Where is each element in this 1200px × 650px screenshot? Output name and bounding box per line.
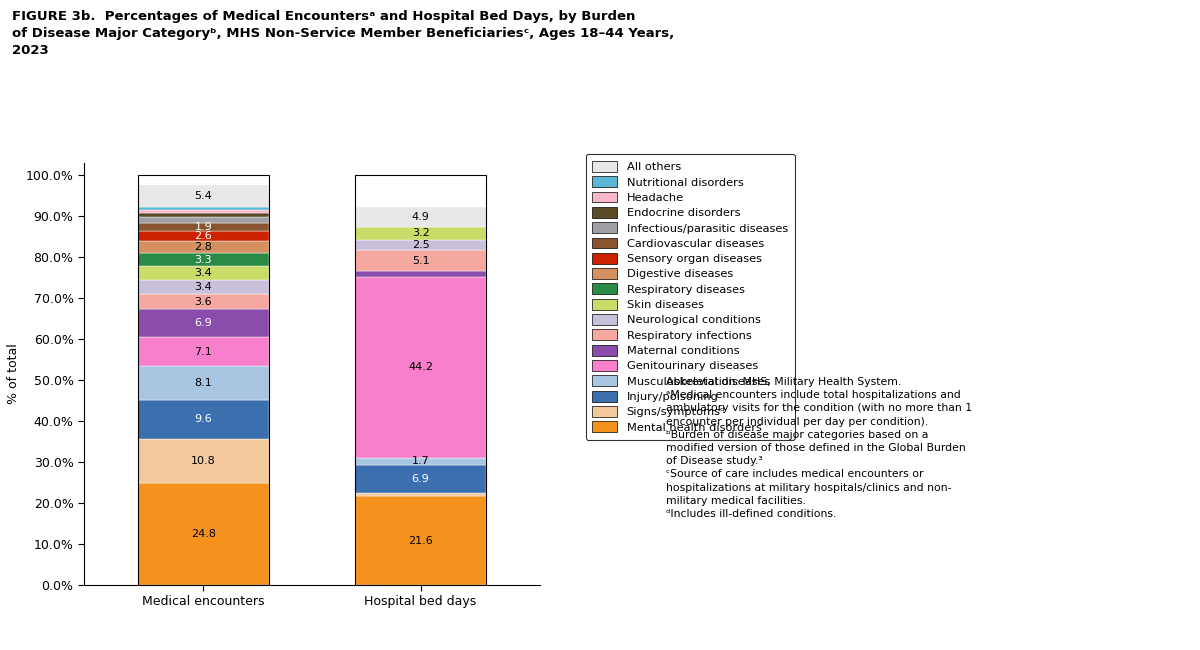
Bar (138, 217, 269, 223)
Legend: All others, Nutritional disorders, Headache, Endocrine disorders, Infectious/par: All others, Nutritional disorders, Heada… (586, 154, 794, 439)
Text: 3.2: 3.2 (412, 228, 430, 239)
Text: 10.8: 10.8 (191, 456, 216, 466)
Text: 6.9: 6.9 (194, 318, 212, 328)
Bar (355, 227, 486, 240)
Bar (138, 175, 269, 585)
Text: 2.8: 2.8 (194, 242, 212, 252)
Bar (138, 253, 269, 266)
Bar (355, 250, 486, 271)
Bar (138, 207, 269, 210)
Bar (138, 294, 269, 309)
Bar (138, 213, 269, 217)
Text: 44.2: 44.2 (408, 362, 433, 372)
Text: 5.1: 5.1 (412, 255, 430, 266)
Y-axis label: % of total: % of total (7, 343, 20, 404)
Bar (138, 280, 269, 294)
Text: 7.1: 7.1 (194, 347, 212, 357)
Text: 21.6: 21.6 (408, 536, 433, 546)
Text: 1.7: 1.7 (412, 456, 430, 466)
Text: 3.4: 3.4 (194, 282, 212, 293)
Bar (355, 240, 486, 250)
Bar (138, 210, 269, 213)
Bar (138, 400, 269, 439)
Bar (355, 207, 486, 227)
Bar (138, 337, 269, 367)
Bar (355, 271, 486, 276)
Bar (138, 266, 269, 280)
Bar (138, 231, 269, 241)
Bar (138, 367, 269, 400)
Text: 3.4: 3.4 (194, 268, 212, 278)
Bar (138, 223, 269, 231)
Text: 1.9: 1.9 (194, 222, 212, 231)
Text: Abbreviation: MHS, Military Health System.
ᵃMedical encounters include total hos: Abbreviation: MHS, Military Health Syste… (666, 377, 972, 519)
Bar (355, 497, 486, 585)
Text: FIGURE 3b.  Percentages of Medical Encountersᵃ and Hospital Bed Days, by Burden
: FIGURE 3b. Percentages of Medical Encoun… (12, 10, 674, 57)
Bar (138, 241, 269, 253)
Bar (138, 309, 269, 337)
Bar (138, 439, 269, 483)
Bar (138, 483, 269, 585)
Text: 4.9: 4.9 (412, 212, 430, 222)
Text: 8.1: 8.1 (194, 378, 212, 388)
Bar (355, 458, 486, 465)
Text: 6.9: 6.9 (412, 474, 430, 484)
Text: 5.4: 5.4 (194, 191, 212, 201)
Text: 9.6: 9.6 (194, 414, 212, 424)
Bar (355, 493, 486, 497)
Text: 3.3: 3.3 (194, 255, 212, 265)
Text: 2.5: 2.5 (412, 240, 430, 250)
Bar (355, 276, 486, 458)
Text: 2.6: 2.6 (194, 231, 212, 241)
Text: 3.6: 3.6 (194, 296, 212, 307)
Bar (138, 185, 269, 207)
Bar (355, 175, 486, 585)
Text: 24.8: 24.8 (191, 529, 216, 539)
Bar (355, 465, 486, 493)
